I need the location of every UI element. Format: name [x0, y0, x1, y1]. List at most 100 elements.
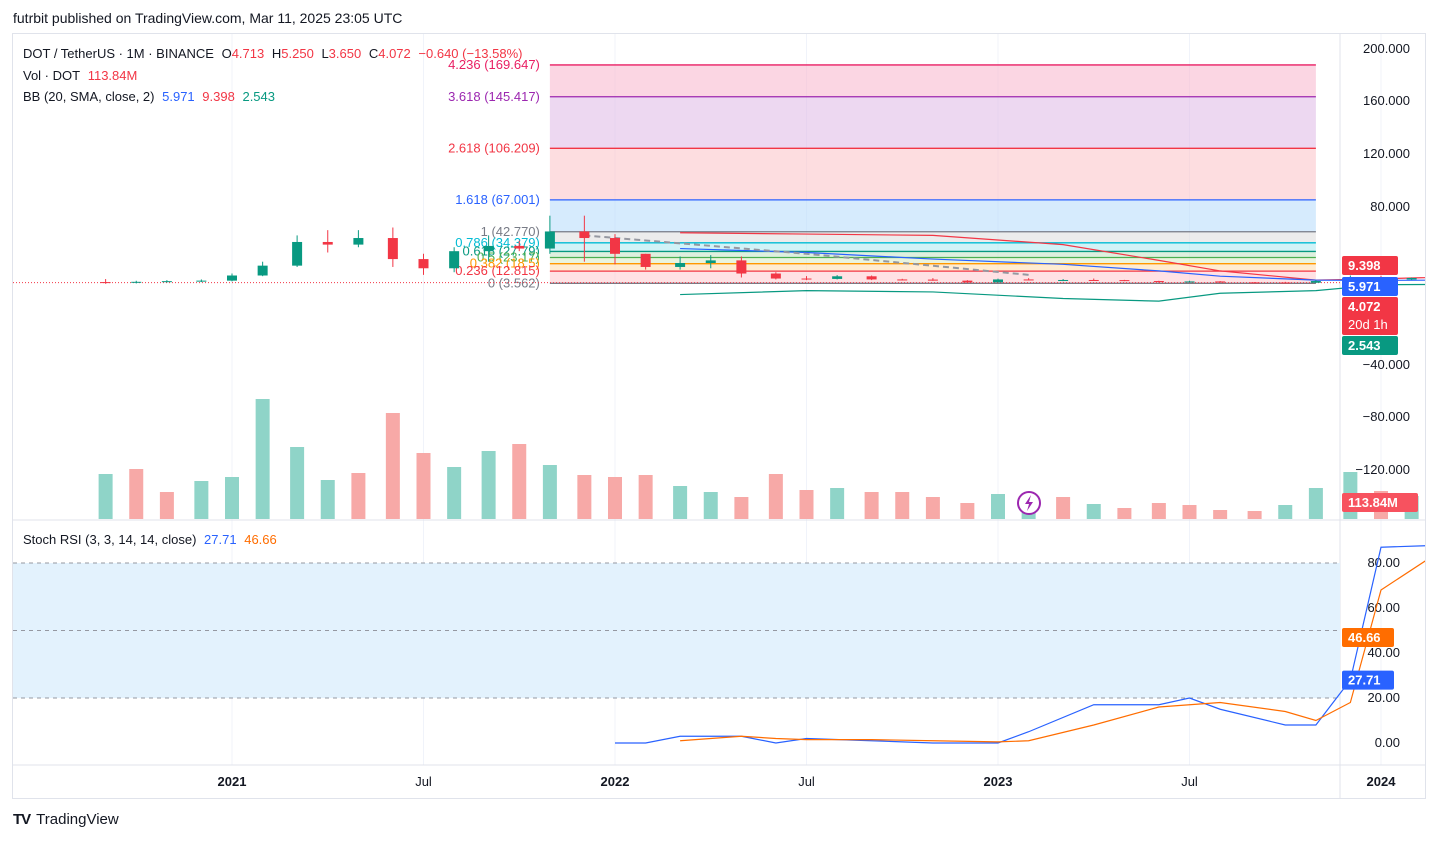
bb-upper-value: 9.398	[202, 89, 235, 104]
time-axis-tick: 2021	[218, 774, 247, 789]
fib-label: 2.618 (106.209)	[448, 140, 540, 155]
candle-body	[705, 260, 716, 264]
volume-value: 113.84M	[87, 68, 138, 83]
price-badge	[1342, 256, 1398, 275]
stoch-legend: Stoch RSI (3, 3, 14, 14, close) 27.71 46…	[23, 532, 281, 547]
fib-zone	[549, 231, 1316, 243]
chart-canvas[interactable]: 200.000 160.000 120.000 80.000 −40.000 −80.00…	[13, 34, 1425, 798]
candle-body	[897, 279, 908, 281]
candle-body	[610, 238, 620, 254]
stoch-d-value: 46.66	[244, 532, 277, 547]
volume-bar	[1151, 503, 1166, 519]
candle-body	[257, 265, 268, 276]
candle-body	[514, 245, 525, 249]
candle-body	[1058, 279, 1069, 281]
stoch-d-line	[680, 560, 1425, 743]
stoch-axis-tick: 40.00	[1367, 645, 1400, 660]
candle-body	[801, 278, 812, 280]
symbol-label[interactable]: DOT / TetherUS · 1M · BINANCE	[23, 46, 214, 61]
price-badge-label: 9.398	[1348, 258, 1381, 273]
price-axis-tick: 160.000	[1363, 93, 1410, 108]
bb-basis-line	[680, 247, 1425, 281]
bb-label[interactable]: BB (20, SMA, close, 2)	[23, 89, 155, 104]
fib-label: 0.236 (12.815)	[455, 263, 540, 278]
volume-bar	[225, 477, 239, 519]
candle-body	[1249, 282, 1260, 284]
price-axis-tick: −80.000	[1363, 409, 1410, 424]
time-axis-tick: 2022	[601, 774, 630, 789]
candle-body	[640, 253, 651, 267]
ohlc-h-label: H	[271, 46, 282, 61]
chart-container[interactable]: 200.000 160.000 120.000 80.000 −40.000 −80.00…	[12, 33, 1426, 799]
volume-bar	[830, 488, 845, 519]
volume-bar	[129, 469, 144, 519]
volume-badge-label: 113.84M	[1348, 495, 1398, 510]
stoch-label[interactable]: Stoch RSI (3, 3, 14, 14, close)	[23, 532, 197, 547]
volume-bar	[673, 486, 688, 519]
lightning-bolt-icon	[1025, 495, 1033, 511]
ohlc-change: −0.640 (−13.58%)	[418, 46, 523, 61]
fib-zone	[549, 251, 1316, 258]
candle-body	[866, 276, 877, 280]
bb-lower-value: 2.543	[242, 89, 276, 104]
time-axis-tick: 2023	[984, 774, 1013, 789]
stoch-badge-label: 27.71	[1348, 673, 1381, 688]
price-badge	[1342, 336, 1398, 355]
candle-body	[1119, 280, 1130, 282]
candle-body	[1280, 282, 1291, 284]
candle-body	[770, 273, 781, 279]
volume-bar	[991, 494, 1005, 519]
ohlc-l-label: L	[321, 46, 329, 61]
volume-bar	[960, 503, 975, 519]
volume-bar	[542, 465, 557, 519]
volume-bar	[1247, 511, 1262, 519]
publisher-header: futrbit published on TradingView.com, Ma…	[13, 10, 403, 26]
fib-label: 0.382 (18.5)	[470, 256, 540, 271]
candle-body	[1310, 281, 1321, 283]
price-badge	[1342, 277, 1398, 296]
candle-body	[1215, 281, 1226, 283]
candle-body	[736, 260, 747, 274]
volume-bar	[895, 492, 910, 519]
bb-basis-value: 5.971	[162, 89, 195, 104]
stoch-axis-tick: 20.00	[1367, 690, 1400, 705]
candle-body	[927, 279, 938, 281]
volume-badge	[1342, 493, 1418, 512]
time-axis-tick: Jul	[1181, 774, 1198, 789]
candle-body	[161, 281, 172, 283]
candle-body	[993, 279, 1003, 283]
volume-bar	[1213, 510, 1228, 519]
ohlc-o-label: O	[221, 46, 232, 61]
candle-body	[387, 238, 398, 260]
candle-body	[962, 280, 973, 283]
stoch-badge	[1342, 628, 1394, 648]
volume-bar	[320, 480, 335, 519]
bb-upper-line	[680, 232, 1425, 281]
fib-zone	[549, 96, 1316, 149]
candle-body	[483, 245, 494, 252]
price-badge-countdown: 20d 1h	[1348, 317, 1388, 332]
ohlc-high: 5.250	[281, 46, 314, 61]
fib-label: 4.236 (169.647)	[448, 57, 540, 72]
fib-label: 1 (42.770)	[481, 224, 540, 239]
fib-zone	[549, 242, 1316, 252]
candle-body	[322, 241, 333, 245]
price-axis-tick: 200.000	[1363, 41, 1410, 56]
candle-body	[1023, 279, 1034, 281]
price-badge-label: 2.543	[1348, 338, 1381, 353]
footer-brand: TV TradingView	[13, 811, 119, 828]
fib-zone	[549, 64, 1316, 97]
volume-bar	[385, 413, 400, 519]
ohlc-c-label: C	[368, 46, 379, 61]
volume-bar	[1056, 497, 1071, 519]
time-axis-tick: 2024	[1367, 774, 1397, 789]
volume-label[interactable]: Vol · DOT	[23, 68, 81, 83]
stoch-axis-tick: 60.00	[1367, 600, 1400, 615]
price-axis-tick: 80.000	[1370, 199, 1410, 214]
volume-bar	[1182, 505, 1197, 519]
fib-label: 3.618 (145.417)	[448, 89, 540, 104]
volume-bar	[351, 473, 366, 519]
fib-label: 0.5 (23.17)	[477, 250, 540, 265]
candle-body	[196, 280, 207, 282]
fib-zone	[549, 257, 1316, 264]
